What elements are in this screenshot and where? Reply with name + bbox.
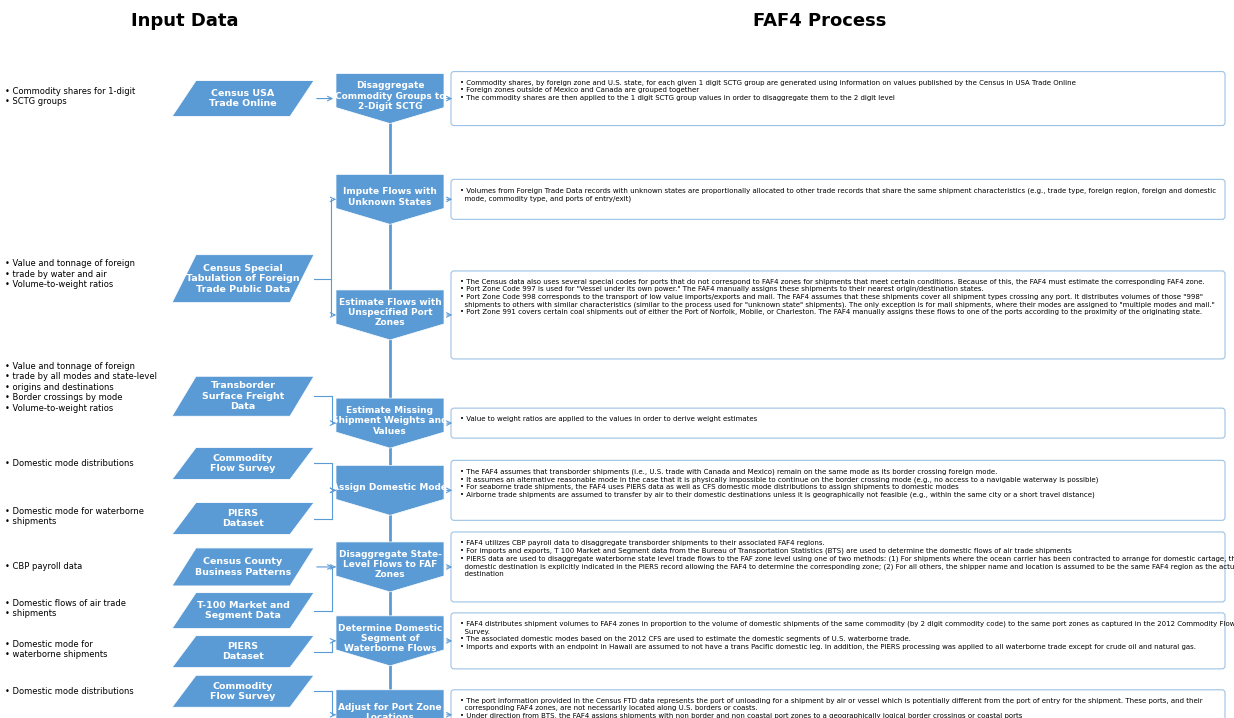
Polygon shape: [336, 690, 444, 718]
FancyBboxPatch shape: [450, 690, 1225, 718]
Text: • Commodity shares, by foreign zone and U.S. state, for each given 1 digit SCTG : • Commodity shares, by foreign zone and …: [460, 80, 1076, 101]
Polygon shape: [336, 542, 444, 592]
Text: Disaggregate State-
Level Flows to FAF
Zones: Disaggregate State- Level Flows to FAF Z…: [338, 550, 442, 579]
Text: Census USA
Trade Online: Census USA Trade Online: [210, 89, 276, 108]
Text: Assign Domestic Mode: Assign Domestic Mode: [332, 483, 448, 493]
Polygon shape: [336, 174, 444, 224]
Text: • trade by all modes and state-level: • trade by all modes and state-level: [5, 372, 157, 381]
Text: Estimate Missing
Shipment Weights and
Values: Estimate Missing Shipment Weights and Va…: [332, 406, 448, 436]
Text: • trade by water and air: • trade by water and air: [5, 270, 107, 279]
Text: Census County
Business Patterns: Census County Business Patterns: [195, 557, 291, 577]
Text: Transborder
Surface Freight
Data: Transborder Surface Freight Data: [202, 381, 284, 411]
Polygon shape: [336, 465, 444, 516]
Polygon shape: [172, 80, 313, 116]
Text: • FAF4 distributes shipment volumes to FAF4 zones in proportion to the volume of: • FAF4 distributes shipment volumes to F…: [460, 621, 1234, 650]
Text: • Volume-to-weight ratios: • Volume-to-weight ratios: [5, 404, 114, 413]
Text: • Value to weight ratios are applied to the values in order to derive weight est: • Value to weight ratios are applied to …: [460, 416, 758, 422]
Polygon shape: [172, 548, 313, 586]
Text: PIERS
Dataset: PIERS Dataset: [222, 509, 264, 528]
Polygon shape: [172, 675, 313, 707]
FancyBboxPatch shape: [450, 180, 1225, 220]
Text: • Domestic mode for: • Domestic mode for: [5, 640, 93, 648]
Text: • CBP payroll data: • CBP payroll data: [5, 562, 83, 572]
Text: • Value and tonnage of foreign: • Value and tonnage of foreign: [5, 259, 135, 268]
Text: • The port information provided in the Census FTD data represents the port of un: • The port information provided in the C…: [460, 698, 1203, 718]
Text: • Border crossings by mode: • Border crossings by mode: [5, 393, 122, 402]
Polygon shape: [172, 447, 313, 480]
Text: • Volumes from Foreign Trade Data records with unknown states are proportionally: • Volumes from Foreign Trade Data record…: [460, 187, 1217, 202]
Text: • waterborne shipments: • waterborne shipments: [5, 650, 107, 659]
Polygon shape: [336, 616, 444, 666]
Text: • The FAF4 assumes that transborder shipments (i.e., U.S. trade with Canada and : • The FAF4 assumes that transborder ship…: [460, 468, 1098, 498]
FancyBboxPatch shape: [450, 532, 1225, 602]
Text: Commodity
Flow Survey: Commodity Flow Survey: [210, 454, 275, 473]
Text: • FAF4 utilizes CBP payroll data to disaggregate transborder shipments to their : • FAF4 utilizes CBP payroll data to disa…: [460, 540, 1234, 577]
Text: • Commodity shares for 1-digit: • Commodity shares for 1-digit: [5, 87, 136, 95]
Text: T-100 Market and
Segment Data: T-100 Market and Segment Data: [196, 601, 290, 620]
Text: • Domestic mode distributions: • Domestic mode distributions: [5, 459, 133, 468]
FancyBboxPatch shape: [450, 460, 1225, 521]
Text: FAF4 Process: FAF4 Process: [753, 12, 887, 30]
Text: Determine Domestic
Segment of
Waterborne Flows: Determine Domestic Segment of Waterborne…: [338, 623, 442, 653]
Text: • Domestic mode for waterborne: • Domestic mode for waterborne: [5, 507, 144, 516]
Text: • shipments: • shipments: [5, 517, 57, 526]
Text: Commodity
Flow Survey: Commodity Flow Survey: [210, 681, 275, 701]
Polygon shape: [172, 635, 313, 668]
Text: Estimate Flows with
Unspecified Port
Zones: Estimate Flows with Unspecified Port Zon…: [338, 298, 442, 327]
Polygon shape: [172, 255, 313, 303]
FancyBboxPatch shape: [450, 613, 1225, 669]
Text: • Domestic mode distributions: • Domestic mode distributions: [5, 686, 133, 696]
Polygon shape: [336, 290, 444, 340]
Text: • Value and tonnage of foreign: • Value and tonnage of foreign: [5, 362, 135, 370]
Text: • Domestic flows of air trade: • Domestic flows of air trade: [5, 599, 126, 607]
Text: Census Special
Tabulation of Foreign
Trade Public Data: Census Special Tabulation of Foreign Tra…: [186, 264, 300, 294]
FancyBboxPatch shape: [450, 408, 1225, 438]
Polygon shape: [172, 503, 313, 535]
Text: • shipments: • shipments: [5, 609, 57, 618]
Polygon shape: [172, 592, 313, 629]
Polygon shape: [336, 398, 444, 448]
Text: • The Census data also uses several special codes for ports that do not correspo: • The Census data also uses several spec…: [460, 279, 1214, 315]
FancyBboxPatch shape: [450, 271, 1225, 359]
Text: • Volume-to-weight ratios: • Volume-to-weight ratios: [5, 280, 114, 289]
Text: Disaggregate
Commodity Groups to
2-Digit SCTG: Disaggregate Commodity Groups to 2-Digit…: [334, 81, 445, 111]
Text: • SCTG groups: • SCTG groups: [5, 97, 67, 106]
Polygon shape: [172, 376, 313, 416]
FancyBboxPatch shape: [450, 72, 1225, 126]
Text: PIERS
Dataset: PIERS Dataset: [222, 642, 264, 661]
Text: Input Data: Input Data: [131, 12, 238, 30]
Text: Adjust for Port Zone
Locations: Adjust for Port Zone Locations: [338, 703, 442, 718]
Polygon shape: [336, 73, 444, 123]
Text: • origins and destinations: • origins and destinations: [5, 383, 114, 392]
Text: Impute Flows with
Unknown States: Impute Flows with Unknown States: [343, 187, 437, 207]
